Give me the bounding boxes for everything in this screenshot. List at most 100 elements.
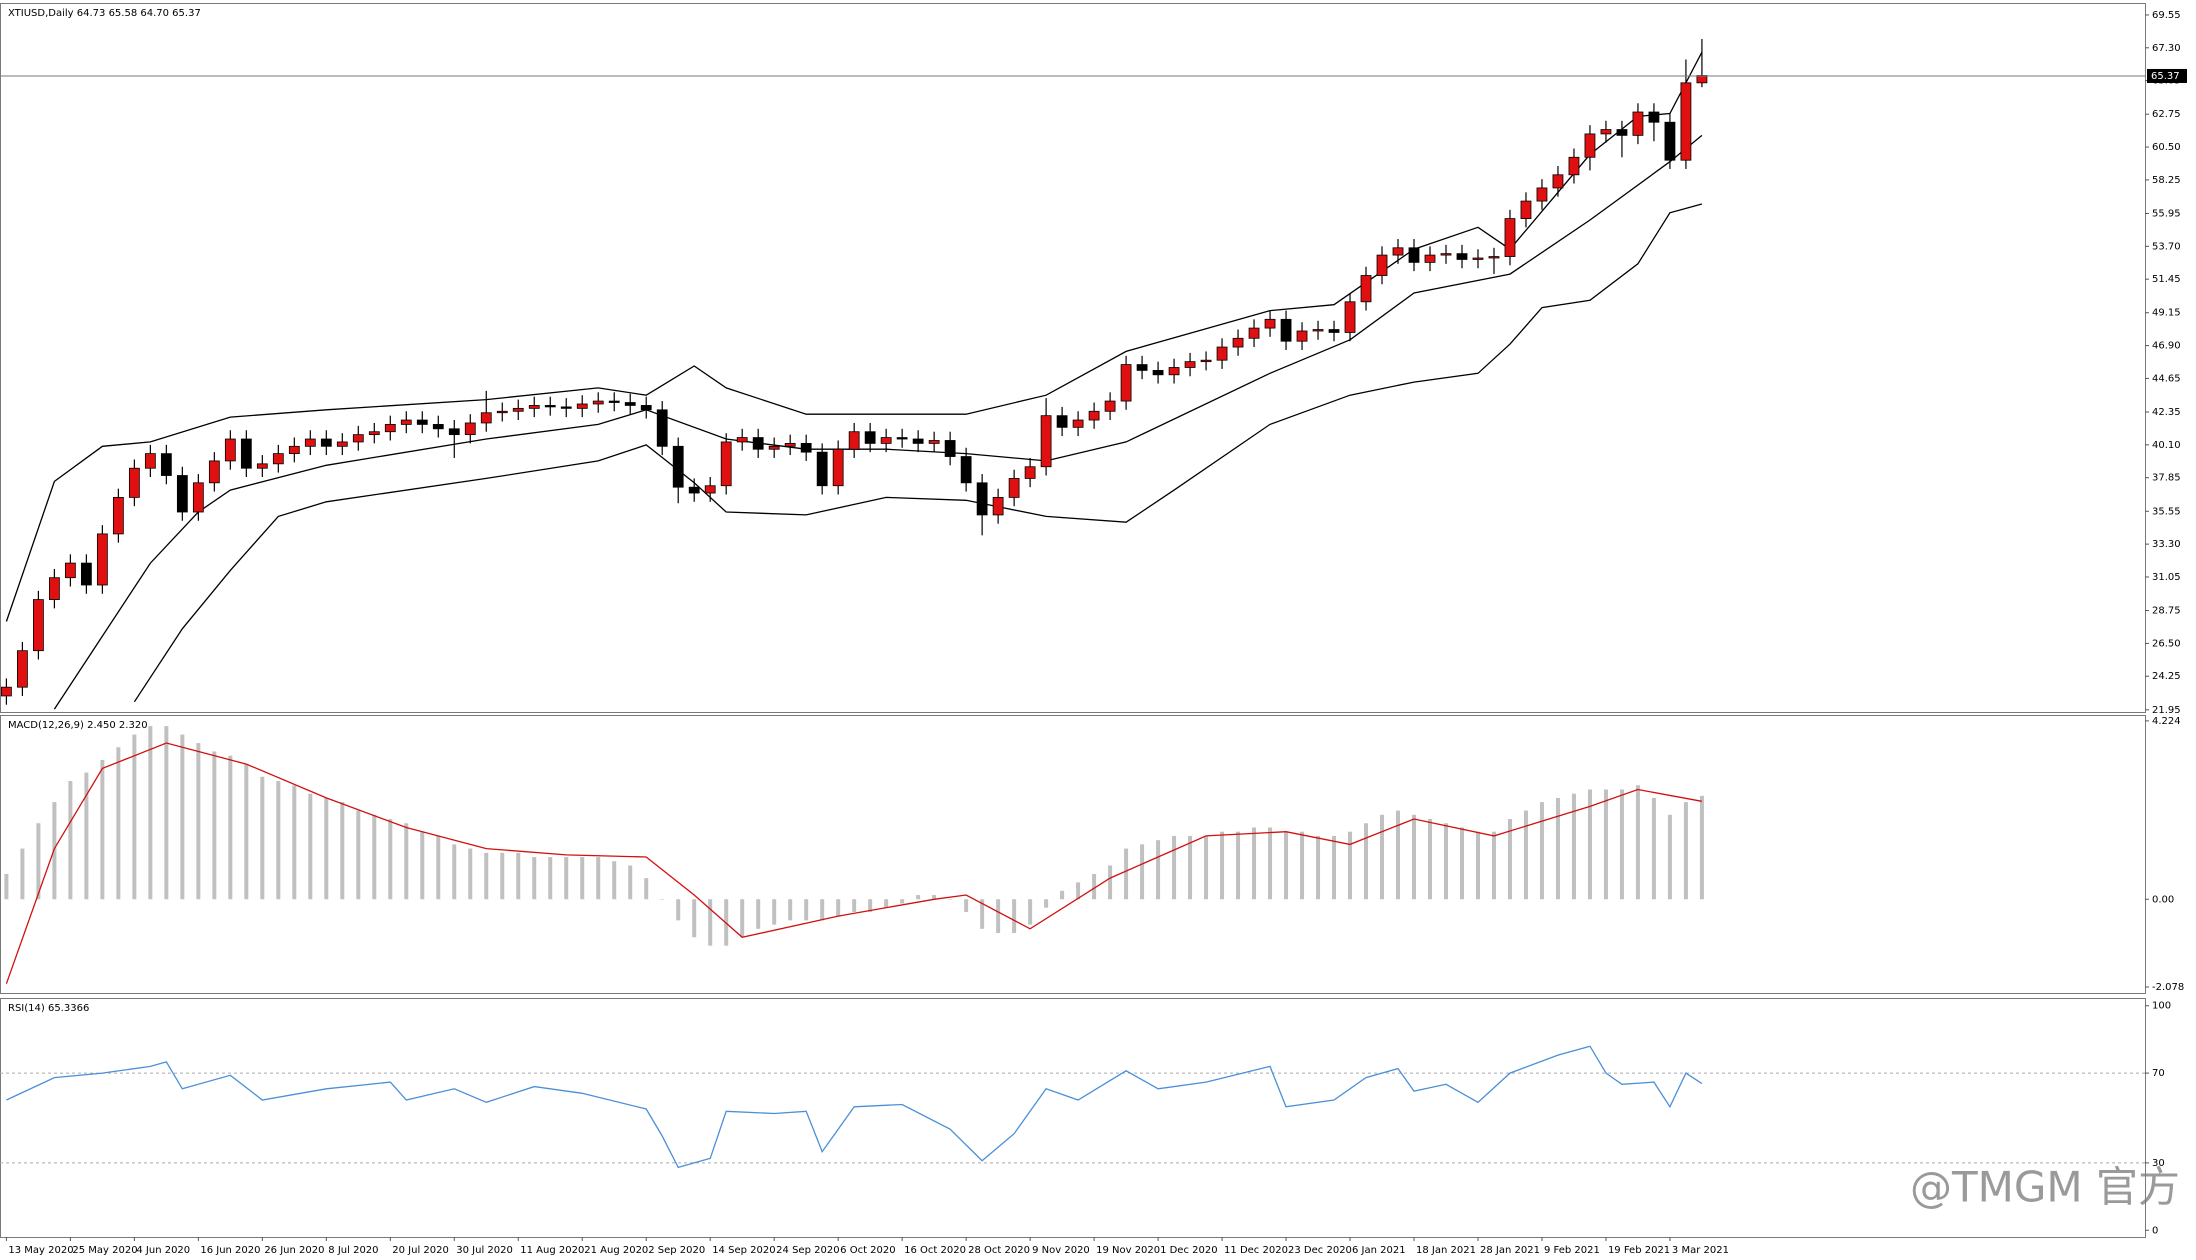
histogram-bar (1523, 810, 1528, 900)
histogram-bar (452, 844, 457, 900)
histogram-bar (228, 755, 233, 900)
candle-body (160, 453, 172, 476)
x-tick-label: 3 Mar 2021 (1672, 1245, 1729, 1256)
histogram-bar (1172, 835, 1177, 900)
histogram-bar (1156, 840, 1161, 900)
histogram-bar (884, 899, 889, 908)
y-tick-label: 31.05 (2152, 572, 2181, 583)
y-tick-label: 46.90 (2152, 341, 2181, 352)
candle-body (1488, 256, 1500, 259)
candle-body (928, 440, 940, 444)
histogram-bar (980, 899, 985, 929)
candle-body (640, 405, 652, 411)
histogram-bar (964, 899, 969, 912)
candle-body (352, 434, 364, 443)
histogram-bar (132, 734, 137, 900)
histogram-bar (436, 835, 441, 900)
histogram-bar (68, 781, 73, 900)
candle-body (368, 431, 380, 436)
y-tick-label: 51.45 (2152, 274, 2181, 285)
x-tick-label: 9 Nov 2020 (1032, 1245, 1090, 1256)
y-tick-label: 100 (2152, 1001, 2171, 1012)
y-tick-label: 55.95 (2152, 208, 2181, 219)
x-tick-label: 18 Jan 2021 (1416, 1245, 1476, 1256)
panel-frame (0, 3, 2146, 713)
histogram-bar (1491, 831, 1496, 900)
plot-area (0, 1045, 2145, 1169)
candle-body (448, 428, 460, 436)
y-tick-label: 33.30 (2152, 539, 2181, 550)
candle-body (880, 437, 892, 444)
histogram-bar (708, 899, 713, 946)
y-tick-label: 4.224 (2152, 716, 2181, 727)
candle-body (1200, 359, 1212, 363)
histogram-bar (244, 764, 249, 900)
histogram-bar (148, 726, 153, 900)
candle-body (128, 467, 140, 498)
line (53, 134, 1703, 710)
candle-body (272, 453, 284, 465)
line (133, 203, 1703, 703)
candle-body (1552, 174, 1564, 189)
histogram-bar (1412, 814, 1417, 900)
y-tick-label: 42.35 (2152, 407, 2181, 418)
candle-body (400, 419, 412, 425)
x-tick-label: 26 Jun 2020 (264, 1245, 324, 1256)
histogram-bar (180, 734, 185, 900)
histogram-bar (1683, 802, 1688, 900)
histogram-bar (756, 899, 761, 929)
histogram-bar (564, 857, 569, 900)
candle-body (1696, 75, 1708, 84)
candle-body (1424, 254, 1436, 263)
panel-title: MACD(12,26,9) 2.450 2.320 (8, 720, 148, 731)
histogram-bar (52, 802, 57, 900)
histogram-bar (420, 831, 425, 900)
histogram-bar (100, 759, 105, 900)
histogram-bar (4, 873, 9, 900)
histogram-bar (916, 895, 921, 900)
candle-body (1232, 337, 1244, 348)
last-price-box (2147, 68, 2187, 83)
histogram-bar (1060, 890, 1065, 900)
candle-body (1040, 415, 1052, 468)
x-tick-label: 6 Oct 2020 (840, 1245, 895, 1256)
candle-body (1104, 400, 1116, 412)
candle-body (96, 533, 108, 586)
candle-body (1008, 478, 1020, 498)
histogram-bar (292, 785, 297, 900)
candle-body (720, 441, 732, 487)
candle-body (704, 485, 716, 494)
histogram-bar (164, 726, 169, 900)
histogram-bar (1555, 797, 1560, 900)
candle-body (1536, 187, 1548, 202)
histogram-bar (1507, 819, 1512, 900)
histogram-bar (644, 878, 649, 900)
panel-frame (0, 998, 2146, 1238)
x-tick-label: 19 Feb 2021 (1608, 1245, 1670, 1256)
panel-title: XTIUSD,Daily 64.73 65.58 64.70 65.37 (8, 8, 201, 19)
histogram-bar (820, 899, 825, 921)
histogram-bar (596, 857, 601, 900)
y-tick-label: 69.55 (2152, 10, 2181, 21)
candle-body (832, 448, 844, 487)
candle-body (1328, 329, 1340, 333)
candle-body (1248, 327, 1260, 339)
candle-body (80, 562, 92, 586)
candle-body (1504, 218, 1516, 257)
candle-body (864, 431, 876, 444)
panel-frame (0, 715, 2146, 994)
y-tick-label: 35.55 (2152, 506, 2181, 517)
candle-body (64, 562, 76, 579)
x-tick-label: 6 Jan 2021 (1352, 1245, 1406, 1256)
histogram-bar (1220, 831, 1225, 900)
candle-body (1024, 466, 1036, 479)
candle-body (16, 650, 28, 688)
y-tick-label: 24.25 (2152, 671, 2181, 682)
histogram-bar (1619, 789, 1624, 900)
candle-body (32, 599, 44, 652)
y-tick-label: 70 (2152, 1068, 2165, 1079)
y-tick-label: 67.30 (2152, 43, 2181, 54)
histogram-bar (580, 857, 585, 900)
candle-body (800, 442, 812, 453)
candle-body (1280, 318, 1292, 342)
